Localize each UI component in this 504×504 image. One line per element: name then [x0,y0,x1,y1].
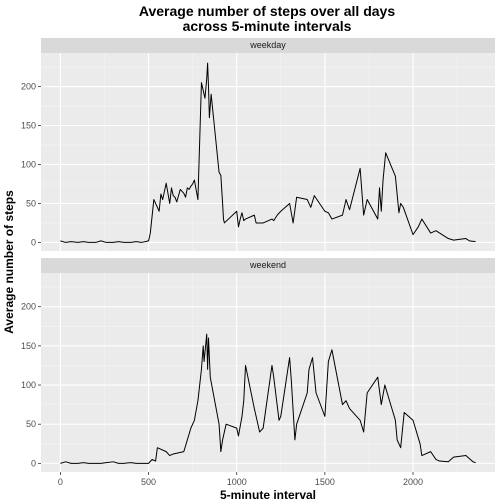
y-tick-label: 150 [21,341,36,351]
x-tick-label: 2000 [403,477,423,487]
grid-weekend [41,273,495,472]
y-tick-label: 100 [21,159,36,169]
x-axis-title: 5-minute interval [220,488,316,502]
y-axis-title: Average number of steps [2,190,16,334]
strip-label-weekend: weekend [249,260,286,270]
x-tick-label: 500 [141,477,156,487]
chart-title-line-2: across 5-minute intervals [183,18,352,34]
series-line-weekday [60,62,476,243]
y-tick-label: 0 [31,458,36,468]
y-tick-label: 100 [21,380,36,390]
x-ticks: 0 500 1000 1500 2000 [58,472,423,487]
y-tick-label: 50 [26,198,36,208]
strip-label-weekday: weekday [249,40,286,50]
y-tick-label: 50 [26,419,36,429]
x-tick-label: 0 [58,477,63,487]
y-tick-label: 200 [21,302,36,312]
panel-weekday: weekday 0 50 100 150 200 [21,38,495,251]
y-ticks-weekday: 0 50 100 150 200 [21,82,41,247]
y-tick-label: 200 [21,82,36,92]
grid-weekday [41,53,495,251]
x-tick-label: 1500 [315,477,335,487]
plot-bg-weekend [41,273,495,472]
chart-title-line-1: Average number of steps over all days [139,3,395,19]
panel-weekend: weekend 0 50 100 150 200 [21,258,495,472]
strip-weekday [41,38,495,53]
y-ticks-weekend: 0 50 100 150 200 [21,302,41,468]
series-weekday [60,62,476,243]
y-tick-label: 150 [21,120,36,130]
series-weekend [60,333,476,464]
strip-weekend [41,258,495,273]
series-line-weekend [60,333,476,464]
x-tick-label: 1000 [227,477,247,487]
y-tick-label: 0 [31,237,36,247]
